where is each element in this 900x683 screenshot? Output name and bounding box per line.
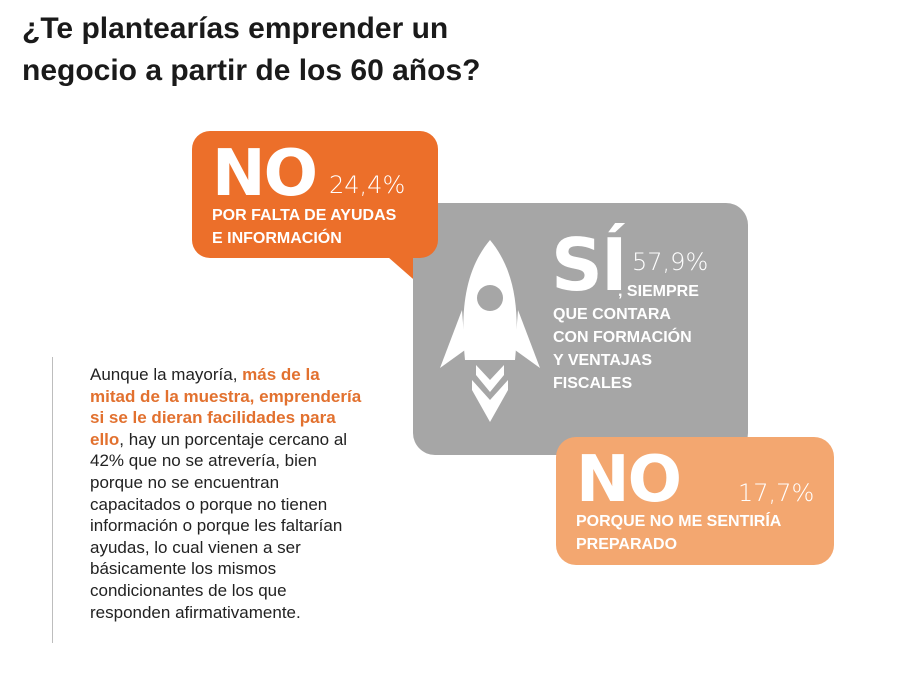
answer-si-label: SÍ xyxy=(551,223,628,307)
summary-paragraph: Aunque la mayoría, más de la mitad de la… xyxy=(90,364,365,623)
paragraph-highlight: más de la mitad de la muestra, emprender… xyxy=(90,365,362,449)
title-line-2: negocio a partir de los 60 años? xyxy=(22,54,481,87)
answer-no-ayudas-caption-2: E INFORMACIÓN xyxy=(212,230,342,247)
paragraph-text: , hay un porcentaje cercano al 42% que n… xyxy=(90,429,348,622)
answer-si-caption-2: QUE CONTARA xyxy=(553,306,671,323)
answer-no-ayudas-percent: 24,4% xyxy=(329,171,406,199)
page-title: ¿Te plantearías emprender un negocio a p… xyxy=(22,8,480,92)
answer-no-preparado-caption-1: PORQUE NO ME SENTIRÍA xyxy=(576,513,782,530)
answer-si-caption-1: , SIEMPRE xyxy=(618,283,699,300)
answer-si-percent: 57,9% xyxy=(632,248,709,276)
answer-no-preparado-percent: 17,7% xyxy=(738,479,815,507)
divider-line xyxy=(52,357,53,643)
answer-si-caption-3: CON FORMACIÓN xyxy=(553,329,692,346)
answer-no-preparado-caption-2: PREPARADO xyxy=(576,536,678,553)
answer-si-caption-5: FISCALES xyxy=(553,375,633,392)
answer-no-preparado-label: NO xyxy=(576,443,682,517)
paragraph-text: Aunque la mayoría, xyxy=(90,365,243,384)
answer-si-caption-4: Y VENTAJAS xyxy=(553,352,652,369)
answer-no-ayudas-caption-1: POR FALTA DE AYUDAS xyxy=(212,207,397,224)
title-line-1: ¿Te plantearías emprender un xyxy=(22,12,449,45)
answer-no-ayudas-bubble: NO 24,4% POR FALTA DE AYUDAS E INFORMACI… xyxy=(192,131,438,258)
answer-no-preparado-bubble: NO 17,7% PORQUE NO ME SENTIRÍA PREPARADO xyxy=(556,437,834,565)
answer-si-bubble: SÍ 57,9% , SIEMPRE QUE CONTARA CON FORMA… xyxy=(413,203,748,455)
rocket-icon xyxy=(440,240,540,422)
answer-no-ayudas-label: NO xyxy=(212,137,318,211)
